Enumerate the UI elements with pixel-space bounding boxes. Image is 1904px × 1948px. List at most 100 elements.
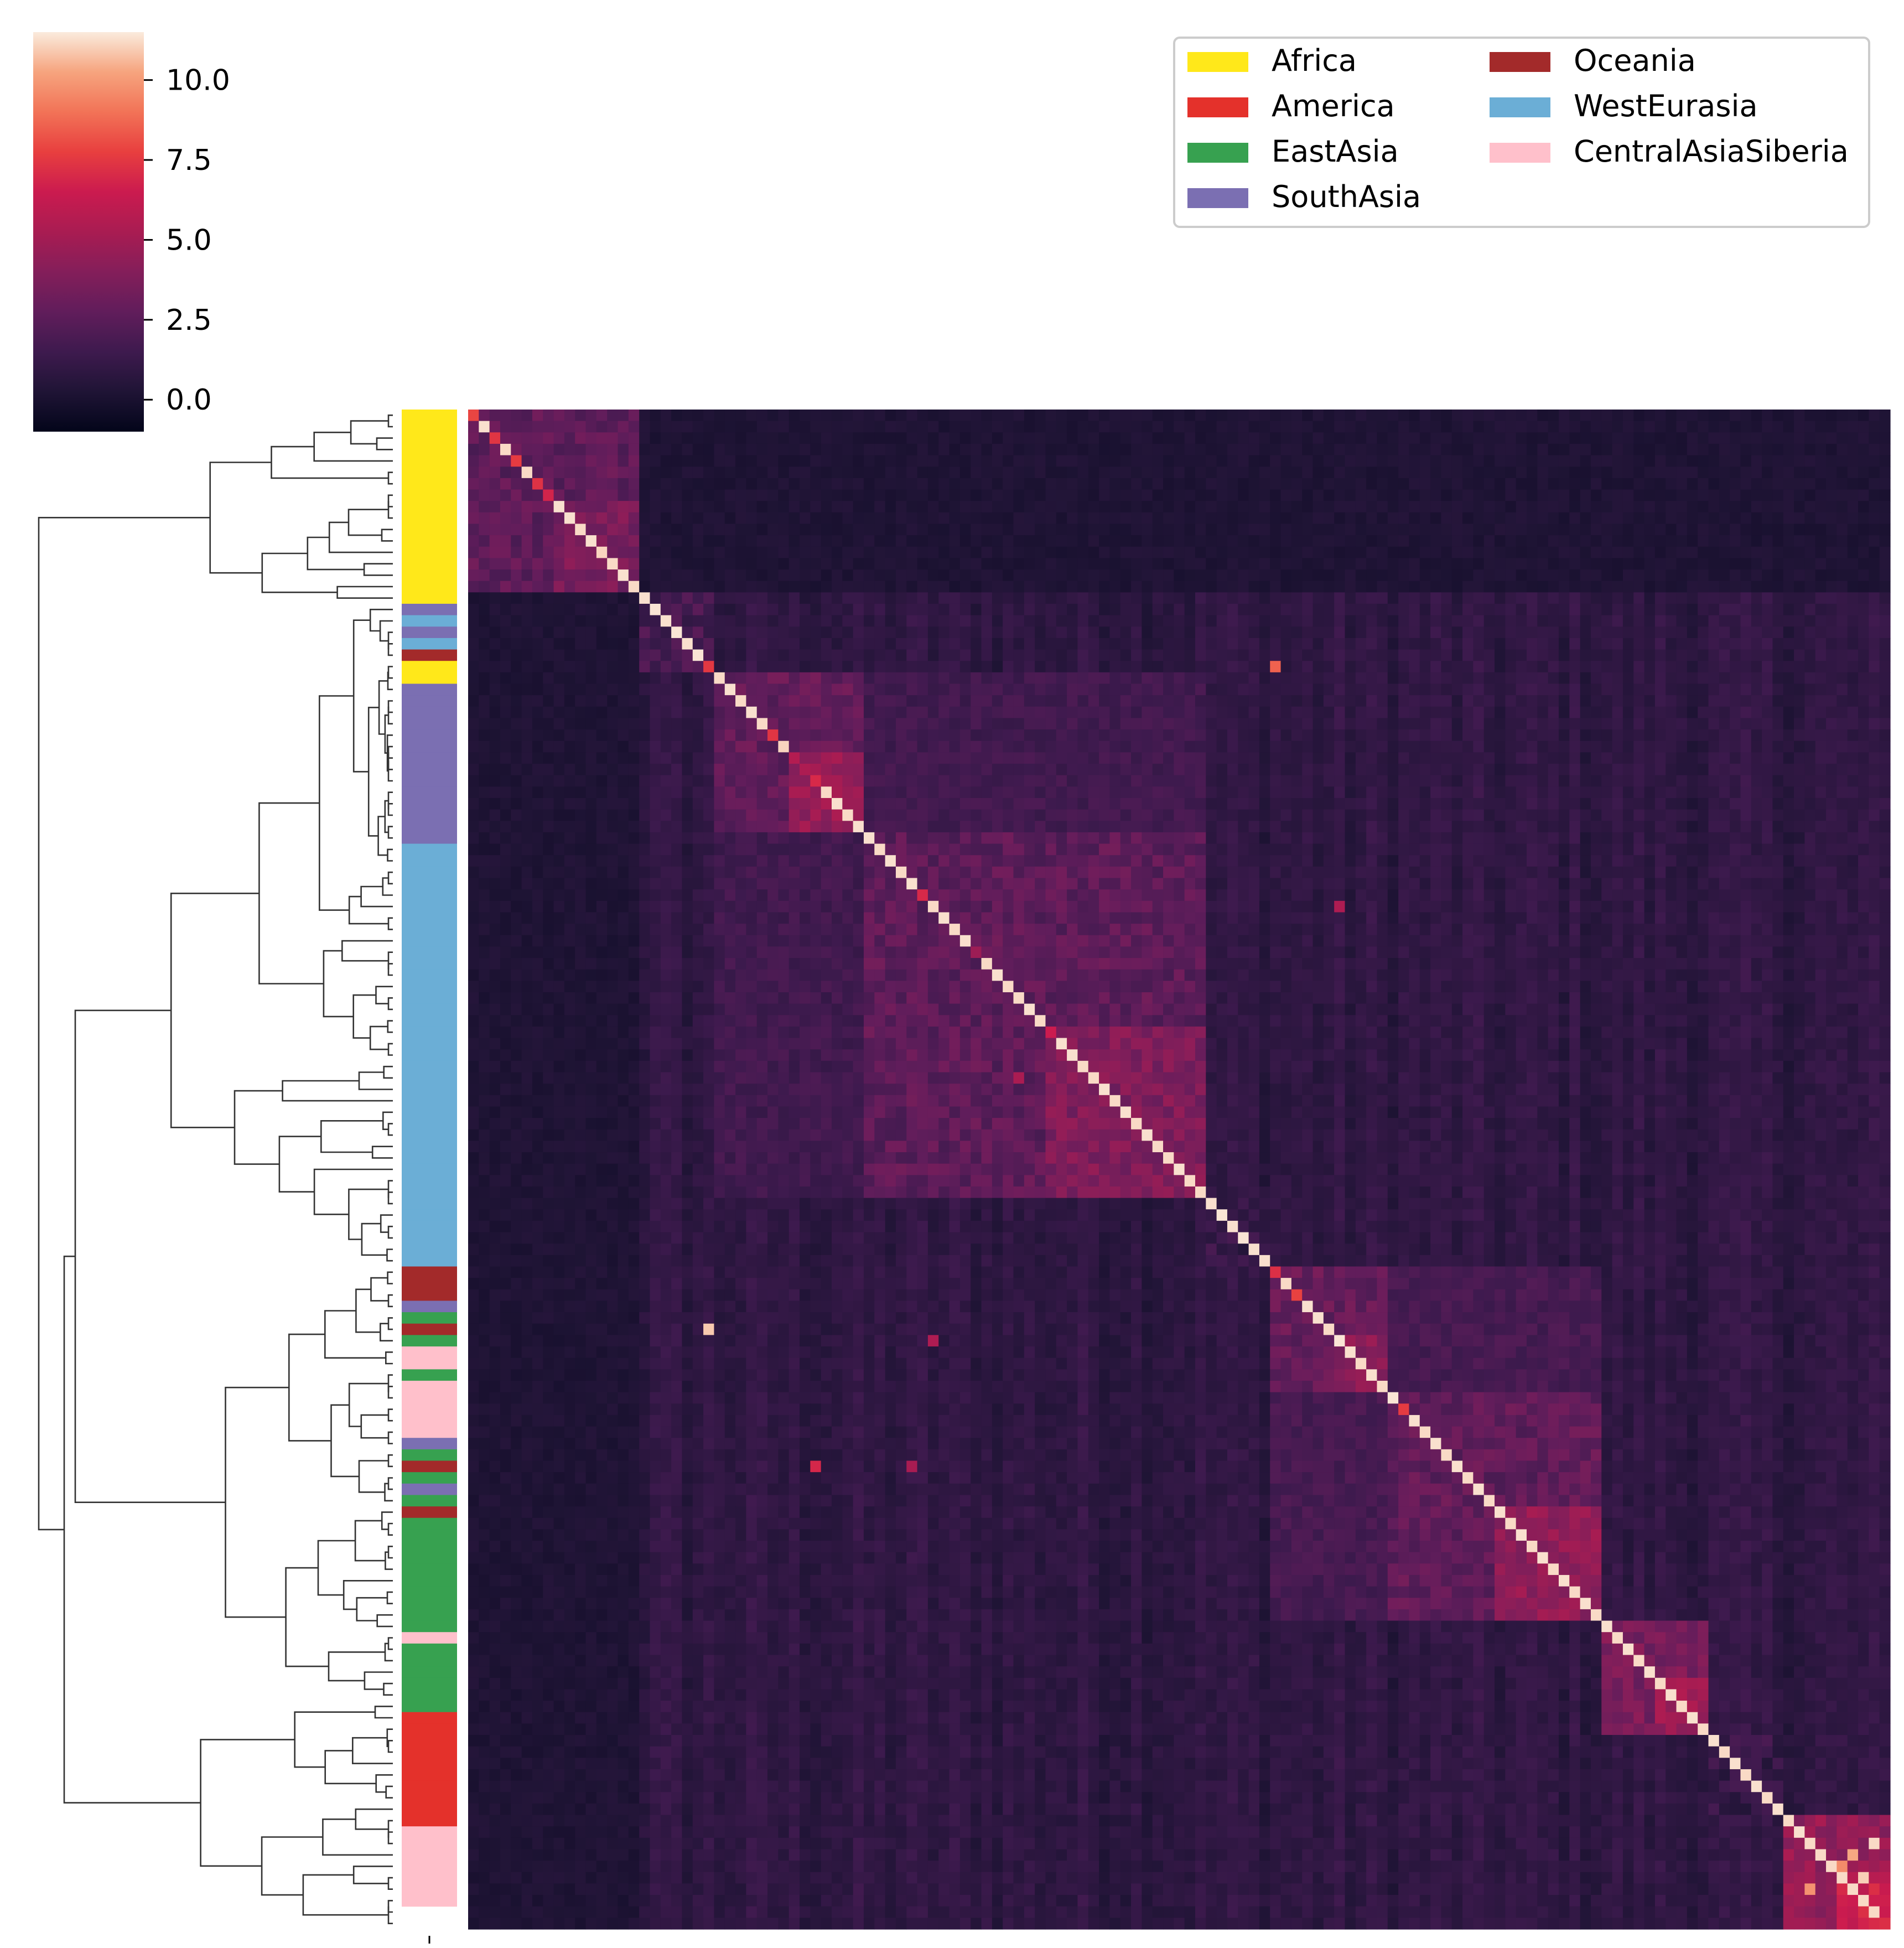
heatmap-cell (1676, 512, 1688, 525)
heatmap-cell (724, 809, 736, 821)
heatmap-cell (1077, 661, 1089, 673)
heatmap-cell (1590, 512, 1602, 525)
heatmap-cell (1505, 569, 1517, 582)
heatmap-cell (906, 672, 918, 685)
heatmap-cell (1067, 581, 1078, 593)
heatmap-cell (927, 718, 939, 730)
heatmap-cell (1024, 649, 1035, 661)
heatmap-cell (607, 626, 619, 639)
heatmap-cell (1024, 592, 1035, 604)
heatmap-cell (1687, 489, 1698, 501)
heatmap-cell (917, 706, 928, 719)
heatmap-cell (1035, 786, 1046, 799)
heatmap-cell (1195, 581, 1206, 593)
heatmap-cell (1291, 432, 1303, 444)
heatmap-cell (1056, 729, 1067, 742)
heatmap-cell (1847, 478, 1859, 490)
heatmap-cell (1869, 603, 1880, 616)
heatmap-cell (1548, 581, 1559, 593)
heatmap-cell (618, 410, 629, 422)
heatmap-cell (1302, 729, 1314, 742)
heatmap-cell (628, 489, 640, 501)
heatmap-cell (778, 489, 790, 501)
heatmap-cell (575, 432, 587, 444)
heatmap-cell (1687, 718, 1698, 730)
heatmap-cell (1569, 421, 1581, 433)
heatmap-cell (1291, 729, 1303, 742)
heatmap-cell (1666, 489, 1677, 501)
heatmap-cell (885, 535, 896, 547)
heatmap-cell (959, 603, 971, 616)
heatmap-cell (1580, 421, 1591, 433)
heatmap-cell (1045, 455, 1057, 467)
heatmap-cell (1569, 661, 1581, 673)
colorbar-tick-label: 5.0 (166, 224, 212, 257)
heatmap-cell (1280, 706, 1292, 719)
heatmap-cell (500, 478, 511, 490)
dendrogram-link (387, 1317, 393, 1330)
heatmap-cell (1483, 410, 1495, 422)
dendrogram-link (356, 1597, 387, 1621)
dendrogram-link (387, 1271, 393, 1284)
heatmap-cell (1366, 489, 1378, 501)
heatmap-cell (543, 638, 554, 650)
heatmap-cell (1815, 729, 1827, 742)
heatmap-cell (1312, 786, 1324, 799)
heatmap-cell (607, 603, 619, 616)
heatmap-cell (532, 524, 543, 536)
heatmap-cell (778, 467, 790, 479)
heatmap-cell (607, 797, 619, 810)
dendrogram-link (381, 1511, 393, 1530)
heatmap-cell (1227, 649, 1238, 661)
heatmap-cell (1152, 649, 1164, 661)
heatmap-cell (553, 478, 565, 490)
row-color-cell (402, 546, 457, 559)
heatmap-cell (479, 478, 490, 490)
heatmap-cell (1858, 501, 1869, 513)
heatmap-cell (479, 603, 490, 616)
heatmap-cell (553, 718, 565, 730)
heatmap-cell (1654, 786, 1666, 799)
heatmap-cell (1719, 718, 1730, 730)
heatmap-cell (1633, 615, 1645, 627)
heatmap-cell (1698, 638, 1709, 650)
heatmap-cell (1537, 638, 1549, 650)
heatmap-cell (1794, 718, 1806, 730)
heatmap-cell (927, 581, 939, 593)
heatmap-cell (949, 649, 961, 661)
heatmap-cell (800, 797, 811, 810)
heatmap-cell (1441, 432, 1452, 444)
heatmap-cell (1495, 661, 1506, 673)
heatmap-cell (639, 729, 651, 742)
heatmap-cell (842, 501, 854, 513)
heatmap-cell (874, 501, 886, 513)
heatmap-cell (724, 775, 736, 787)
heatmap-cell (618, 524, 629, 536)
heatmap-cell (660, 581, 672, 593)
heatmap-cell (489, 649, 501, 661)
heatmap-cell (1120, 535, 1132, 547)
heatmap-cell (756, 718, 768, 730)
heatmap-cell (1419, 512, 1431, 525)
heatmap-cell (1676, 775, 1688, 787)
heatmap-cell (1708, 786, 1720, 799)
heatmap-cell (1879, 740, 1891, 753)
heatmap-cell (1238, 615, 1249, 627)
heatmap-cell (1035, 558, 1046, 570)
heatmap-cell (1302, 524, 1314, 536)
heatmap-cell (831, 672, 843, 685)
heatmap-cell (1644, 478, 1656, 490)
heatmap-cell (1270, 524, 1282, 536)
heatmap-cell (842, 661, 854, 673)
heatmap-cell (1462, 626, 1474, 639)
heatmap-cell (1174, 729, 1185, 742)
heatmap-cell (1174, 421, 1185, 433)
heatmap-cell (1099, 489, 1110, 501)
heatmap-cell (874, 775, 886, 787)
heatmap-cell (1622, 569, 1634, 582)
heatmap-cell (1099, 467, 1110, 479)
heatmap-cell (906, 626, 918, 639)
heatmap-cell (1879, 581, 1891, 593)
heatmap-cell (724, 410, 736, 422)
heatmap-cell (1762, 512, 1773, 525)
